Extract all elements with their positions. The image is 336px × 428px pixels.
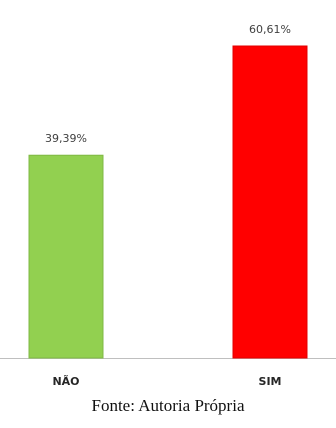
data-label: 60,61% xyxy=(249,23,291,36)
bar-sim xyxy=(232,45,308,359)
bar-n-o xyxy=(28,154,104,359)
category-label: NÃO xyxy=(52,375,79,388)
chart-caption: Fonte: Autoria Própria xyxy=(91,396,245,415)
category-label: SIM xyxy=(259,375,282,388)
bars-group: 39,39% NÃO 60,61% SIM xyxy=(28,23,308,388)
bar-chart: 39,39% NÃO 60,61% SIM xyxy=(0,23,336,388)
data-label: 39,39% xyxy=(45,132,87,145)
